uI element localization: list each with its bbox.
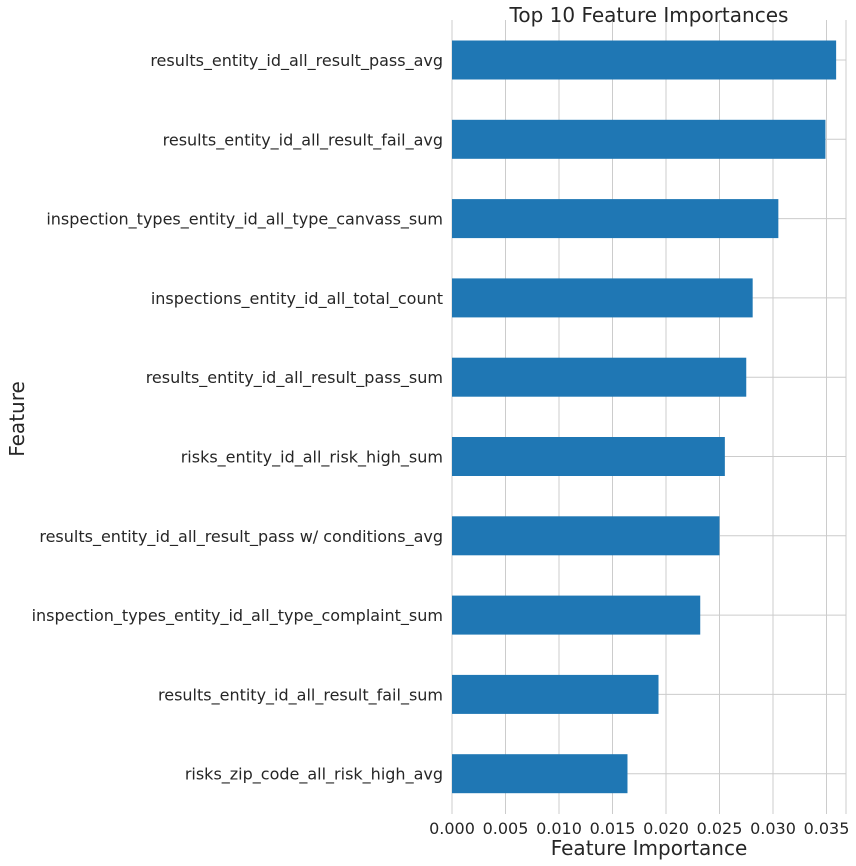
y-tick-label: risks_zip_code_all_risk_high_avg: [185, 765, 443, 785]
bar: [452, 437, 725, 476]
x-tick-label: 0.005: [483, 819, 529, 838]
x-tick-label: 0.020: [643, 819, 689, 838]
bar: [452, 357, 747, 397]
y-tick-label: inspection_types_entity_id_all_type_comp…: [32, 606, 443, 626]
bar: [452, 278, 753, 318]
x-axis-title: Feature Importance: [551, 836, 748, 860]
bar: [452, 595, 701, 635]
y-tick-label: results_entity_id_all_result_fail_avg: [163, 130, 443, 150]
x-tick-label: 0.030: [750, 819, 796, 838]
y-tick-labels: results_entity_id_all_result_pass_avgres…: [32, 51, 443, 785]
y-tick-label: risks_entity_id_all_risk_high_sum: [181, 448, 443, 468]
bar: [452, 516, 720, 556]
y-tick-label: results_entity_id_all_result_fail_sum: [158, 685, 443, 705]
bar: [452, 119, 826, 159]
y-tick-label: inspection_types_entity_id_all_type_canv…: [46, 210, 443, 230]
bar: [452, 674, 659, 714]
y-grid-lines: [452, 59, 846, 775]
y-tick-label: results_entity_id_all_result_pass w/ con…: [39, 527, 443, 547]
x-tick-label: 0.035: [804, 819, 850, 838]
x-tick-label: 0.000: [429, 819, 475, 838]
x-tick-label: 0.010: [536, 819, 582, 838]
bar: [452, 199, 779, 239]
bar: [452, 754, 628, 794]
y-axis-title: Feature: [5, 381, 29, 457]
bar: [452, 40, 837, 80]
bars-group: [452, 40, 837, 794]
x-tick-label: 0.025: [697, 819, 743, 838]
y-tick-label: results_entity_id_all_result_pass_avg: [150, 51, 443, 71]
chart-title: Top 10 Feature Importances: [509, 3, 789, 27]
x-tick-label: 0.015: [590, 819, 636, 838]
y-tick-label: inspections_entity_id_all_total_count: [151, 289, 443, 309]
x-tick-labels: 0.000 0.005 0.010 0.015 0.020 0.025 0.030 0.035: [429, 819, 849, 838]
y-tick-label: results_entity_id_all_result_pass_sum: [146, 368, 443, 388]
